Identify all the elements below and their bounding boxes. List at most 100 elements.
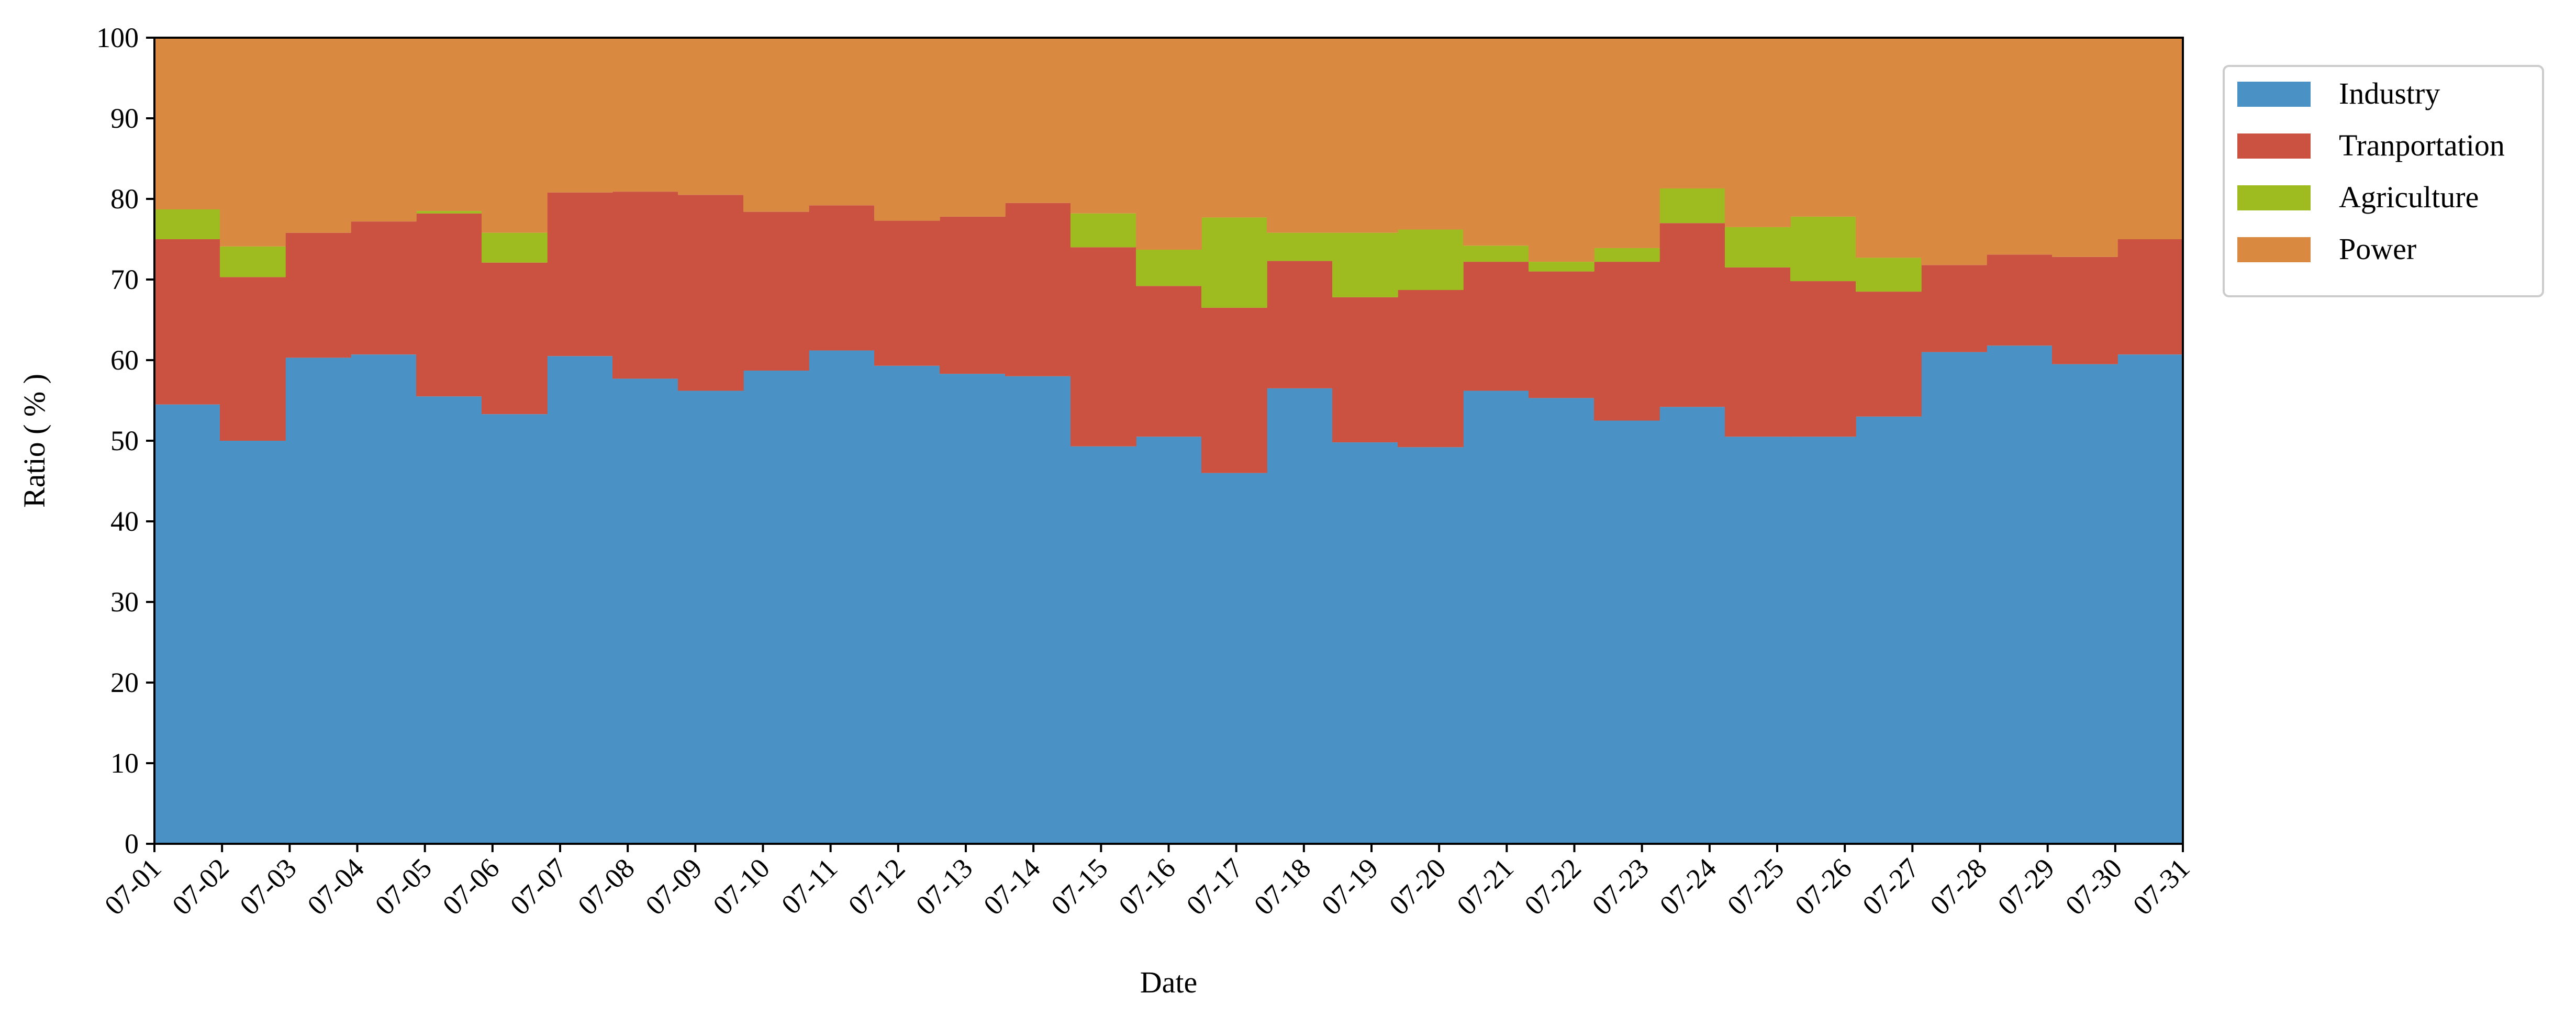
area-segment-agriculture xyxy=(1070,213,1136,248)
area-segment-power xyxy=(220,38,286,247)
area-segment-industry xyxy=(940,374,1006,844)
area-segment-agriculture xyxy=(416,211,482,214)
y-tick-label: 80 xyxy=(110,183,139,215)
area-segment-tranportation xyxy=(1136,286,1202,437)
area-segment-agriculture xyxy=(1267,232,1333,261)
x-tick-label: 07-07 xyxy=(504,852,573,921)
y-tick-label: 10 xyxy=(110,747,139,779)
area-segment-tranportation xyxy=(940,216,1006,374)
area-segment-tranportation xyxy=(1921,265,1987,352)
area-segment-industry xyxy=(1594,420,1660,844)
area-segment-agriculture xyxy=(1332,232,1398,297)
legend-swatch-power xyxy=(2237,237,2311,262)
area-segment-industry xyxy=(678,390,744,844)
area-segment-agriculture xyxy=(220,246,286,277)
area-segment-tranportation xyxy=(874,220,940,366)
area-segment-industry xyxy=(1136,437,1202,844)
x-axis-title: Date xyxy=(1140,965,1198,999)
area-segment-agriculture xyxy=(1594,248,1660,262)
x-tick-label: 07-01 xyxy=(98,852,168,921)
x-tick-label: 07-02 xyxy=(166,852,235,921)
y-axis-title: Ratio ( % ) xyxy=(17,374,51,508)
x-tick-label: 07-18 xyxy=(1248,852,1317,921)
area-segment-power xyxy=(874,38,940,221)
area-segment-tranportation xyxy=(1659,223,1725,407)
x-tick-label: 07-23 xyxy=(1586,852,1655,921)
x-tick-label: 07-28 xyxy=(1924,852,1993,921)
area-segment-power xyxy=(154,38,220,210)
area-segment-tranportation xyxy=(1070,247,1136,446)
area-segment-power xyxy=(547,38,613,193)
area-segment-power xyxy=(1790,38,1856,217)
x-tick-label: 07-09 xyxy=(639,852,708,921)
area-segment-power xyxy=(1921,38,1987,265)
area-segment-tranportation xyxy=(1594,262,1660,421)
area-segment-power xyxy=(743,38,809,212)
y-axis: 0 10 20 30 40 50 60 70 80 90 100 xyxy=(96,22,154,859)
area-segment-tranportation xyxy=(220,277,286,441)
area-segment-power xyxy=(2117,38,2183,239)
x-tick-label: 07-14 xyxy=(977,852,1046,921)
area-segment-agriculture xyxy=(1856,258,1922,292)
area-segment-power xyxy=(1856,38,1922,258)
area-segment-tranportation xyxy=(416,213,482,397)
x-tick-label: 07-04 xyxy=(301,852,370,921)
area-segment-tranportation xyxy=(1398,290,1464,448)
area-segment-tranportation xyxy=(1987,254,2053,346)
area-segment-industry xyxy=(1790,437,1856,844)
area-segment-industry xyxy=(482,414,548,844)
area-segment-tranportation xyxy=(285,232,351,358)
area-segment-tranportation xyxy=(809,205,875,351)
y-tick-label: 0 xyxy=(125,828,139,859)
series-power xyxy=(154,38,2183,265)
area-segment-tranportation xyxy=(1725,267,1791,437)
x-tick-label: 07-30 xyxy=(2059,852,2128,921)
y-tick-label: 100 xyxy=(96,22,139,53)
series-industry xyxy=(154,345,2183,844)
x-tick-label: 07-26 xyxy=(1789,852,1858,921)
area-segment-power xyxy=(1659,38,1725,188)
x-tick-label: 07-31 xyxy=(2127,852,2196,921)
area-segment-agriculture xyxy=(1136,250,1202,286)
area-segment-industry xyxy=(154,404,220,844)
area-segment-power xyxy=(940,38,1006,217)
legend-swatch-industry xyxy=(2237,82,2311,107)
area-segment-power xyxy=(678,38,744,195)
area-segment-power xyxy=(1201,38,1267,218)
area-segment-industry xyxy=(612,378,678,844)
area-segment-tranportation xyxy=(1856,292,1922,417)
area-segment-industry xyxy=(416,396,482,844)
area-segment-power xyxy=(1594,38,1660,248)
area-segment-tranportation xyxy=(678,195,744,391)
x-tick-label: 07-25 xyxy=(1721,852,1790,921)
x-tick-label: 07-08 xyxy=(572,852,641,921)
area-segment-industry xyxy=(874,365,940,844)
area-segment-power xyxy=(1070,38,1136,214)
area-segment-tranportation xyxy=(1201,307,1267,473)
area-segment-industry xyxy=(1856,416,1922,844)
area-segment-agriculture xyxy=(154,209,220,239)
area-segment-power xyxy=(1987,38,2053,255)
area-segment-industry xyxy=(351,354,417,844)
area-segment-industry xyxy=(1529,398,1594,844)
x-tick-label: 07-03 xyxy=(233,852,303,921)
legend-label-industry: Industry xyxy=(2339,76,2440,110)
area-segment-power xyxy=(809,38,875,206)
area-segment-industry xyxy=(1267,388,1333,844)
y-tick-label: 50 xyxy=(110,425,139,456)
x-tick-label: 07-16 xyxy=(1112,852,1181,921)
area-segment-agriculture xyxy=(1201,217,1267,308)
area-segment-tranportation xyxy=(743,211,809,371)
legend-label-power: Power xyxy=(2339,232,2416,266)
area-segment-industry xyxy=(1332,442,1398,844)
area-segment-industry xyxy=(809,350,875,844)
area-segment-tranportation xyxy=(1332,297,1398,443)
area-segment-power xyxy=(351,38,417,222)
area-segment-power xyxy=(285,38,351,233)
area-segment-power xyxy=(1005,38,1071,203)
x-tick-label: 07-12 xyxy=(842,852,911,921)
x-tick-label: 07-21 xyxy=(1451,852,1520,921)
area-segment-industry xyxy=(1070,446,1136,844)
area-segment-tranportation xyxy=(2052,256,2118,364)
